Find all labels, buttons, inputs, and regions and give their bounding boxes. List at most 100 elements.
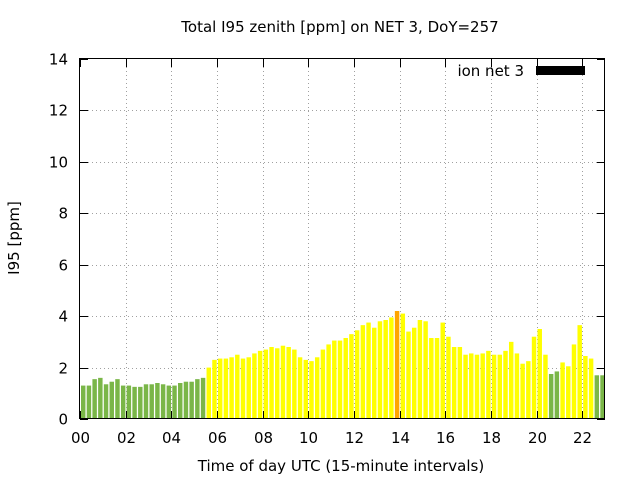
x-tick-label: 10 (299, 429, 318, 447)
bar (491, 354, 497, 419)
bar (92, 379, 97, 419)
bar (280, 345, 286, 419)
bar (406, 331, 411, 419)
x-tick-label: 08 (254, 429, 273, 447)
bar (497, 354, 503, 419)
bar (332, 340, 337, 419)
bar (600, 375, 605, 419)
bars-layer (81, 311, 605, 419)
bar (229, 357, 234, 419)
x-tick-label: 00 (71, 429, 90, 447)
x-tick-label: 04 (162, 429, 181, 447)
bar (554, 371, 560, 419)
bar (143, 384, 149, 419)
bar (81, 385, 86, 419)
bar (486, 350, 491, 419)
bar (200, 377, 206, 419)
bar (526, 361, 531, 419)
bar (349, 334, 354, 419)
bar (240, 358, 246, 419)
bar (309, 361, 314, 419)
bar (566, 366, 571, 419)
bar (474, 354, 480, 419)
bar (292, 349, 297, 419)
bar (411, 327, 417, 419)
bar (377, 321, 383, 419)
bar (183, 381, 189, 419)
y-tick-label: 10 (49, 154, 68, 172)
bar (588, 358, 594, 419)
bar (434, 338, 440, 419)
x-tick-label: 02 (117, 429, 136, 447)
grid-layer (80, 59, 605, 419)
y-tick-label: 6 (58, 257, 68, 275)
y-tick-label: 14 (49, 51, 68, 69)
bar (138, 386, 143, 419)
bar (98, 377, 103, 419)
bar (343, 338, 348, 419)
legend-swatch (536, 66, 585, 75)
bar (400, 313, 406, 419)
bar (337, 340, 343, 419)
bar (195, 379, 200, 419)
bar (257, 350, 263, 419)
bar (531, 336, 537, 419)
bar (155, 383, 160, 419)
bar (383, 320, 388, 419)
bar (469, 353, 474, 419)
bar (246, 357, 251, 419)
bar (109, 381, 114, 419)
x-tick-label: 20 (528, 429, 547, 447)
bar (360, 325, 366, 419)
bar (166, 385, 172, 419)
bar (389, 317, 394, 419)
bar (86, 385, 92, 419)
x-tick-label: 06 (208, 429, 227, 447)
bar (189, 381, 194, 419)
bar (571, 344, 577, 419)
bar (508, 341, 514, 419)
bar (537, 329, 542, 419)
bar (577, 325, 582, 419)
x-tick-label: 22 (573, 429, 592, 447)
y-tick-label: 8 (58, 205, 68, 223)
chart-title: Total I95 zenith [ppm] on NET 3, DoY=257 (180, 18, 498, 36)
bar (463, 354, 468, 419)
bar (429, 338, 434, 419)
bar (503, 350, 508, 419)
bar (286, 347, 291, 419)
legend: ion net 3 (457, 62, 585, 80)
bar (417, 320, 423, 419)
y-tick-label: 0 (58, 411, 68, 429)
bar (212, 359, 217, 419)
bar (520, 363, 525, 419)
bar (217, 358, 223, 419)
bar (160, 384, 166, 419)
bar (394, 311, 400, 419)
legend-label: ion net 3 (457, 62, 524, 80)
bar (560, 362, 565, 419)
bar (178, 383, 183, 419)
bar (235, 354, 240, 419)
bar (326, 344, 331, 419)
bar (120, 385, 126, 419)
bar (297, 357, 303, 419)
bar (252, 353, 257, 419)
bar (423, 321, 428, 419)
bar (223, 358, 229, 419)
y-tick-label: 2 (58, 360, 68, 378)
bar (457, 347, 463, 419)
bar (263, 349, 269, 419)
bar (206, 367, 211, 419)
bar (320, 349, 326, 419)
bar (354, 330, 360, 419)
bar (132, 386, 137, 419)
bar (366, 322, 371, 419)
y-tick-label: 4 (58, 308, 68, 326)
bar (514, 353, 520, 419)
x-axis-label: Time of day UTC (15-minute intervals) (197, 457, 484, 475)
plot-frame (79, 58, 605, 419)
bar (303, 359, 308, 419)
bar (103, 384, 109, 419)
